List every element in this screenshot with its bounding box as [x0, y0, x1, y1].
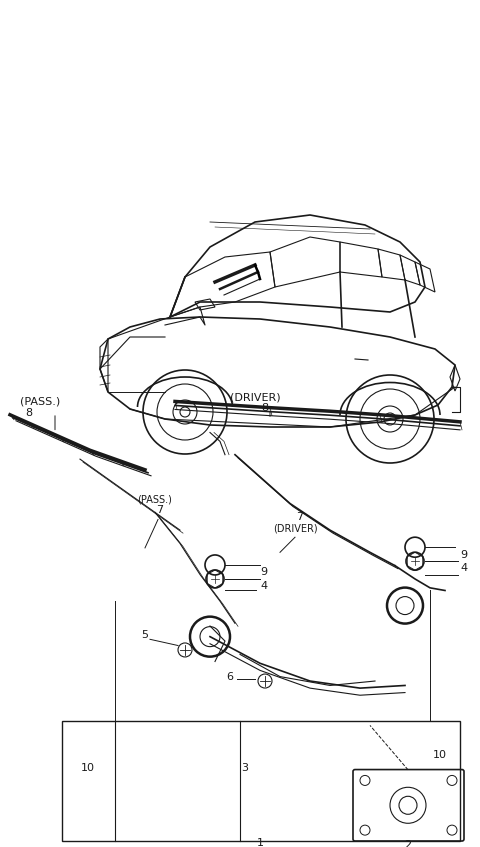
- Text: 7: 7: [297, 512, 303, 522]
- Text: 8: 8: [25, 408, 32, 418]
- Text: 9: 9: [460, 550, 467, 560]
- Text: 6: 6: [226, 672, 233, 682]
- Text: (DRIVER): (DRIVER): [230, 392, 280, 402]
- Bar: [62, 721, 460, 841]
- Text: 4: 4: [260, 581, 267, 591]
- Text: 3: 3: [241, 763, 249, 773]
- Text: 9: 9: [260, 567, 267, 577]
- Text: 4: 4: [460, 563, 467, 573]
- Text: 8: 8: [262, 402, 269, 412]
- Text: 2: 2: [405, 840, 411, 847]
- Text: (PASS.): (PASS.): [20, 396, 60, 407]
- Text: (PASS.): (PASS.): [138, 494, 172, 504]
- Text: 10: 10: [81, 763, 95, 773]
- Text: 7: 7: [156, 505, 164, 515]
- Text: 1: 1: [256, 839, 264, 847]
- Text: 10: 10: [433, 750, 447, 760]
- Text: 5: 5: [141, 630, 148, 639]
- Text: (DRIVER): (DRIVER): [273, 523, 317, 534]
